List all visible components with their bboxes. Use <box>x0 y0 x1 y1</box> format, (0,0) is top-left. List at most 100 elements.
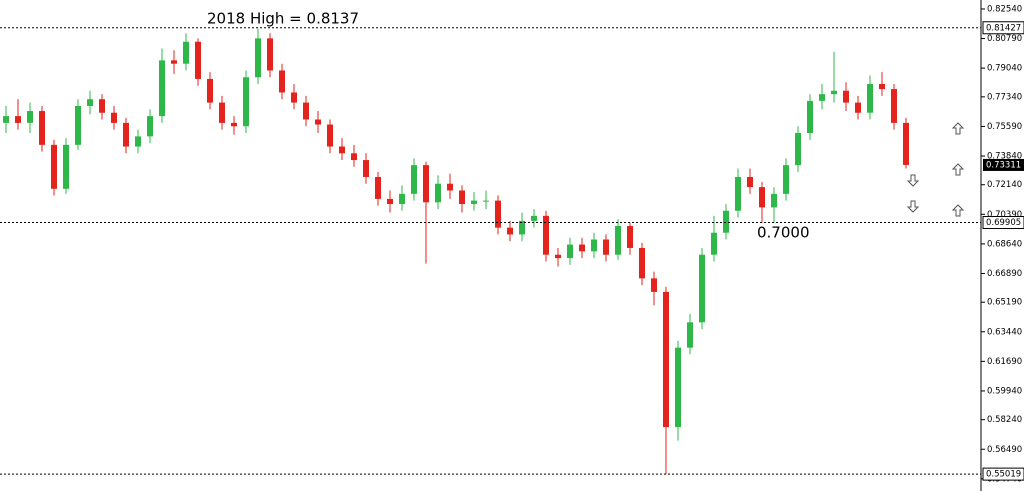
candle-body <box>435 183 441 203</box>
down-arrow <box>906 174 920 187</box>
y-tick-label: 0.80790 <box>987 34 1022 44</box>
candle-body <box>219 102 225 123</box>
candle-body <box>507 227 513 235</box>
candle-body <box>291 92 297 103</box>
candle-body <box>39 111 45 145</box>
candle-body <box>843 90 849 103</box>
y-tick-label: 0.72140 <box>987 180 1022 190</box>
level-label-box <box>982 216 1024 230</box>
candle-body <box>711 232 717 255</box>
candle-body <box>867 84 873 113</box>
candle-body <box>207 78 213 103</box>
candle-body <box>195 41 201 79</box>
candle-body <box>315 119 321 125</box>
down-arrow <box>906 200 920 213</box>
y-tick-label: 0.77340 <box>987 92 1022 102</box>
arrow-icons <box>906 122 965 217</box>
candle-body <box>183 41 189 64</box>
candle-body <box>447 183 453 191</box>
level-label: 0.69905 <box>986 218 1021 228</box>
candle-body <box>339 146 345 154</box>
y-tick-label: 0.63440 <box>987 327 1022 337</box>
candle-body <box>135 136 141 147</box>
candle-body <box>279 70 285 93</box>
y-tick-label: 0.56490 <box>987 445 1022 455</box>
candle-body <box>423 165 429 203</box>
y-tick-label: 0.59940 <box>987 386 1022 396</box>
y-tick-label: 0.65190 <box>987 298 1022 308</box>
annotation: 2018 High = 0.8137 <box>207 10 359 28</box>
y-tick-label: 0.79040 <box>987 64 1022 74</box>
candle-body <box>111 112 117 123</box>
candle-body <box>639 247 645 279</box>
y-tick-label: 0.70390 <box>987 210 1022 220</box>
candle-body <box>579 244 585 252</box>
candle-body <box>99 99 105 113</box>
candle-body <box>3 116 9 123</box>
candle-body <box>627 225 633 248</box>
candle-body <box>675 347 681 428</box>
up-arrow <box>951 122 965 135</box>
annotation: 0.7000 <box>757 224 810 242</box>
candle-body <box>399 193 405 205</box>
y-tick-label: 0.75590 <box>987 122 1022 132</box>
candle-body <box>27 111 33 123</box>
candle-body <box>651 278 657 292</box>
y-tick-label: 0.73840 <box>987 152 1022 162</box>
candle-body <box>231 122 237 127</box>
candle-body <box>471 200 477 205</box>
up-arrow <box>951 163 965 176</box>
current-price-box <box>983 158 1024 171</box>
candle-body <box>243 77 249 127</box>
up-arrow <box>951 204 965 217</box>
candle-body <box>351 153 357 161</box>
candle-body <box>519 220 525 235</box>
candle-body <box>831 90 837 95</box>
y-tick-label: 0.58240 <box>987 415 1022 425</box>
candle-body <box>303 102 309 120</box>
candle-body <box>267 38 273 71</box>
candle-body <box>807 100 813 134</box>
candle-body <box>747 176 753 188</box>
candle-body <box>51 144 57 189</box>
candle-body <box>879 84 885 90</box>
candle-body <box>483 200 489 202</box>
y-tick-label: 0.82540 <box>987 4 1022 14</box>
candle-body <box>171 60 177 64</box>
candle-body <box>15 116 21 123</box>
y-tick-label: 0.68640 <box>987 239 1022 249</box>
level-label-box <box>982 21 1024 35</box>
candle-body <box>555 254 561 259</box>
candle-body <box>819 94 825 101</box>
candle-body <box>495 200 501 228</box>
candle-body <box>759 187 765 208</box>
candle-body <box>375 176 381 199</box>
candle-body <box>663 291 669 428</box>
candle-body <box>615 225 621 255</box>
candle-body <box>363 160 369 177</box>
y-tick-label: 0.61690 <box>987 357 1022 367</box>
current-price-label: 0.73311 <box>986 160 1021 170</box>
candle-body <box>591 239 597 252</box>
candle-body <box>63 144 69 189</box>
candle-body <box>795 133 801 166</box>
y-tick-label: 0.66890 <box>987 269 1022 279</box>
candle-body <box>87 99 93 106</box>
candle-body <box>327 124 333 147</box>
level-label: 0.81427 <box>986 23 1021 33</box>
candle-body <box>855 102 861 113</box>
candle-body <box>567 244 573 259</box>
candle-body <box>459 190 465 205</box>
candle-body <box>903 122 909 165</box>
candle-body <box>531 215 537 221</box>
candle-body <box>255 38 261 78</box>
candle-body <box>891 89 897 123</box>
candle-body <box>687 322 693 348</box>
candle-body <box>771 193 777 208</box>
candle-body <box>543 215 549 255</box>
level-label: 0.55019 <box>986 470 1021 480</box>
candle-body <box>699 254 705 323</box>
level-label-box <box>982 467 1024 481</box>
candle-body <box>159 60 165 117</box>
